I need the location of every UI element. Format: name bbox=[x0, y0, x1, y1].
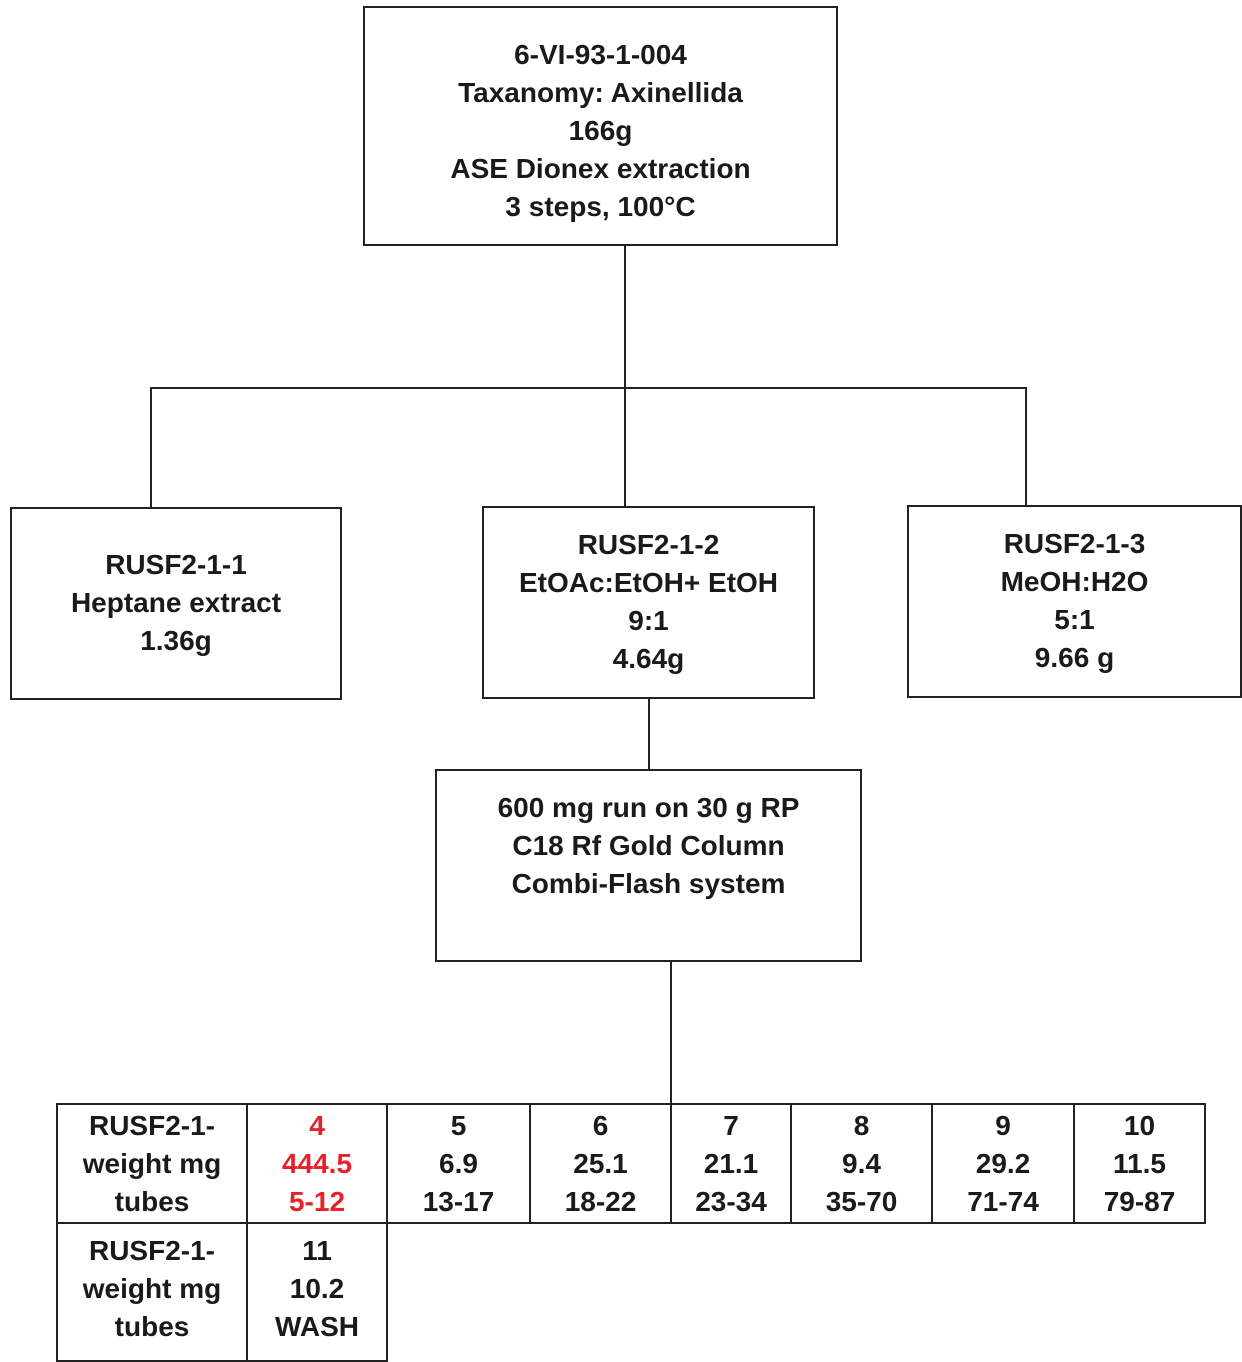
column-run-amount: 600 mg run on 30 g RP bbox=[497, 792, 800, 823]
connector-to-extract-1 bbox=[150, 387, 152, 508]
table-row2-header: RUSF2-1- weight mg tubes bbox=[56, 1222, 248, 1362]
table-cell-fraction-4: 4 444.5 5-12 bbox=[246, 1103, 388, 1224]
table-cell-fraction-10: 10 11.5 79-87 bbox=[1073, 1103, 1206, 1224]
extract-3-ratio: 5:1 bbox=[1054, 604, 1095, 635]
extract-2-ratio: 9:1 bbox=[628, 605, 669, 636]
row2-header-prefix: RUSF2-1- bbox=[88, 1235, 215, 1266]
table-cell-fraction-6: 6 25.1 18-22 bbox=[529, 1103, 672, 1224]
fraction-weight: 10.2 bbox=[289, 1273, 345, 1304]
fraction-number: 9 bbox=[995, 1109, 1011, 1141]
connector-extracts-bar bbox=[150, 387, 1027, 389]
extract-2-solvent: EtOAc:EtOH+ EtOH bbox=[518, 567, 779, 598]
fraction-tubes: 13-17 bbox=[422, 1185, 495, 1217]
table-cell-fraction-8: 8 9.4 35-70 bbox=[790, 1103, 933, 1224]
fraction-weight: 6.9 bbox=[439, 1147, 478, 1179]
extract-box-1: RUSF2-1-1 Heptane extract 1.36g bbox=[10, 507, 342, 700]
fraction-weight: 9.4 bbox=[842, 1147, 881, 1179]
root-taxonomy: Taxanomy: Axinellida bbox=[458, 77, 743, 108]
row2-header-tubes: tubes bbox=[114, 1311, 190, 1342]
fraction-tubes: 35-70 bbox=[825, 1185, 898, 1217]
extract-1-id: RUSF2-1-1 bbox=[105, 549, 247, 580]
extract-3-solvent: MeOH:H2O bbox=[1000, 566, 1149, 597]
root-conditions: 3 steps, 100°C bbox=[505, 191, 696, 222]
connector-column-to-table bbox=[670, 960, 672, 1105]
connector-root-down bbox=[624, 244, 626, 389]
extract-2-id: RUSF2-1-2 bbox=[577, 529, 720, 560]
connector-to-extract-2 bbox=[624, 387, 626, 508]
row1-header-prefix: RUSF2-1- bbox=[88, 1109, 215, 1141]
fraction-tubes: 71-74 bbox=[967, 1185, 1039, 1217]
fraction-number: 8 bbox=[853, 1109, 870, 1141]
extract-3-id: RUSF2-1-3 bbox=[1003, 528, 1146, 559]
fraction-number: 5 bbox=[450, 1109, 467, 1141]
fraction-number: 4 bbox=[309, 1109, 325, 1141]
fraction-number: 6 bbox=[592, 1109, 609, 1141]
root-sample-box: 6-VI-93-1-004 Taxanomy: Axinellida 166g … bbox=[363, 6, 838, 246]
table-row1-header: RUSF2-1- weight mg tubes bbox=[56, 1103, 248, 1224]
fraction-tubes: 79-87 bbox=[1103, 1185, 1176, 1217]
table-cell-fraction-5: 5 6.9 13-17 bbox=[386, 1103, 531, 1224]
row1-header-weight: weight mg bbox=[82, 1147, 222, 1179]
fraction-weight: 21.1 bbox=[703, 1147, 759, 1179]
extract-box-3: RUSF2-1-3 MeOH:H2O 5:1 9.66 g bbox=[907, 505, 1242, 698]
fraction-number: 11 bbox=[302, 1235, 332, 1266]
fraction-number: 7 bbox=[723, 1109, 739, 1141]
fraction-weight: 29.2 bbox=[975, 1147, 1031, 1179]
root-method: ASE Dionex extraction bbox=[450, 153, 751, 184]
table-cell-fraction-7: 7 21.1 23-34 bbox=[670, 1103, 792, 1224]
row2-header-weight: weight mg bbox=[82, 1273, 222, 1304]
column-run-column: C18 Rf Gold Column bbox=[512, 830, 785, 861]
fraction-number: 10 bbox=[1123, 1109, 1156, 1141]
connector-to-extract-3 bbox=[1025, 387, 1027, 508]
extract-box-2: RUSF2-1-2 EtOAc:EtOH+ EtOH 9:1 4.64g bbox=[482, 506, 815, 699]
column-run-box: 600 mg run on 30 g RP C18 Rf Gold Column… bbox=[435, 769, 862, 962]
extract-1-solvent: Heptane extract bbox=[70, 587, 282, 618]
connector-extract-2-to-column bbox=[648, 698, 650, 771]
fraction-weight: 444.5 bbox=[281, 1147, 353, 1179]
extract-2-weight: 4.64g bbox=[612, 643, 685, 674]
table-cell-fraction-9: 9 29.2 71-74 bbox=[931, 1103, 1075, 1224]
fraction-weight: 25.1 bbox=[573, 1147, 628, 1179]
fraction-tubes: 23-34 bbox=[695, 1185, 767, 1217]
row1-header-tubes: tubes bbox=[114, 1185, 190, 1217]
fraction-tubes: 5-12 bbox=[288, 1185, 346, 1217]
extract-1-weight: 1.36g bbox=[140, 625, 212, 656]
fraction-tubes: 18-22 bbox=[564, 1185, 637, 1217]
fraction-weight: 11.5 bbox=[1113, 1147, 1166, 1179]
root-sample-id: 6-VI-93-1-004 bbox=[514, 39, 687, 70]
root-weight: 166g bbox=[568, 115, 633, 146]
extract-3-weight: 9.66 g bbox=[1034, 642, 1115, 673]
column-run-system: Combi-Flash system bbox=[511, 868, 786, 899]
table-cell-fraction-11: 11 10.2 WASH bbox=[246, 1222, 388, 1362]
fraction-tubes: WASH bbox=[275, 1311, 359, 1342]
